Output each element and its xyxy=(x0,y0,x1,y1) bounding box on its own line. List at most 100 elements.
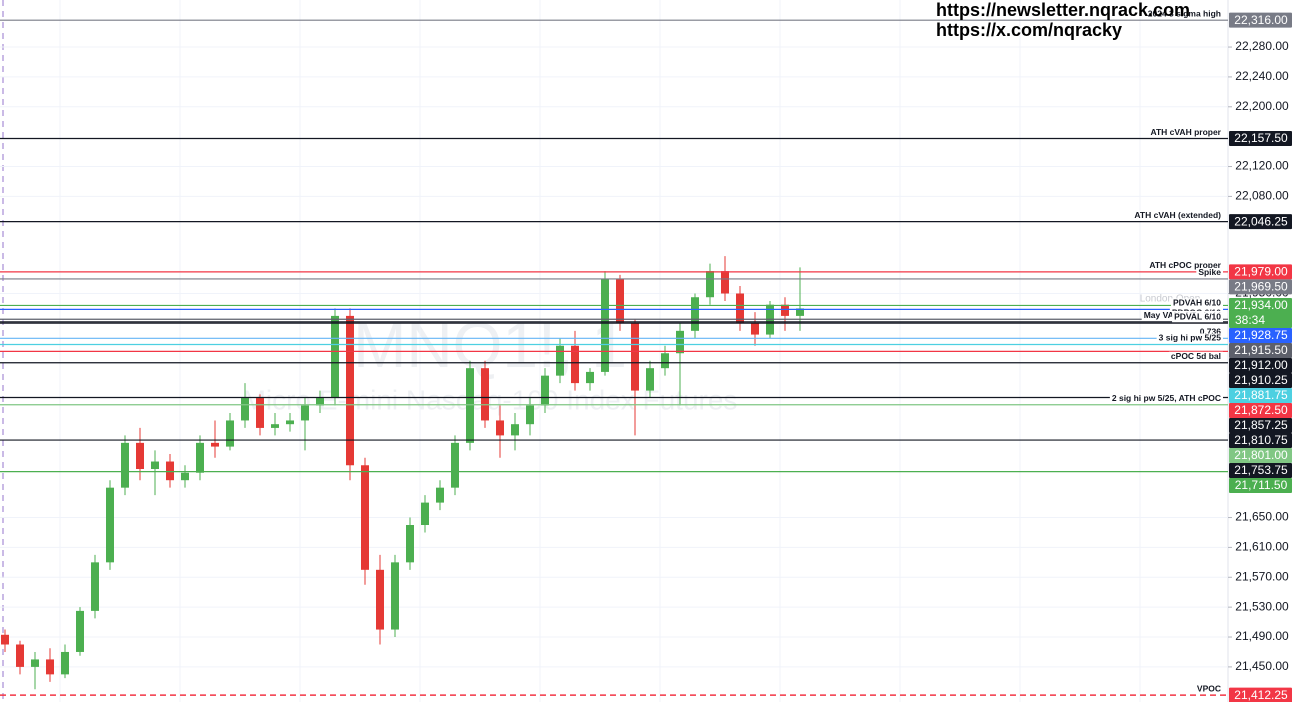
price-badge xyxy=(1229,477,1292,493)
candle-body xyxy=(121,442,129,488)
price-badge xyxy=(1229,327,1292,343)
level-name-bg xyxy=(1197,327,1223,338)
price-badge-label: 21,979.00 xyxy=(1234,265,1288,279)
candle-body xyxy=(166,461,174,481)
candle-body xyxy=(526,405,534,425)
candle-body xyxy=(676,330,684,354)
price-badge xyxy=(1229,131,1292,147)
price-badge-label: 21,910.25 xyxy=(1234,373,1288,387)
level-name-bg xyxy=(1156,333,1223,344)
y-tick-label: 22,280.00 xyxy=(1235,39,1289,53)
candle-body xyxy=(106,487,114,563)
candle-body xyxy=(691,297,699,331)
candle-body xyxy=(736,293,744,324)
price-badge xyxy=(1229,357,1292,373)
price-badge-label: 21,872.50 xyxy=(1234,403,1288,417)
candle-body xyxy=(286,420,294,425)
price-badge-label: 21,928.75 xyxy=(1234,328,1288,342)
price-badge xyxy=(1229,432,1292,448)
candle-body xyxy=(301,405,309,421)
level-name: Spike xyxy=(1198,267,1221,277)
level-name: ATH cVAH proper xyxy=(1150,127,1221,137)
y-tick-label: 22,120.00 xyxy=(1235,159,1289,173)
level-name: 2 sig hi pw 5/25, ATH cPOC xyxy=(1112,393,1221,403)
level-name: 0.736 xyxy=(1200,327,1222,337)
level-name-bg xyxy=(1170,298,1223,309)
price-badge-label: 22,316.00 xyxy=(1234,13,1288,27)
price-badge xyxy=(1229,342,1292,358)
candle-body xyxy=(346,315,354,466)
candle-body xyxy=(271,424,279,428)
level-name-bg xyxy=(1148,127,1223,138)
price-badge xyxy=(1229,687,1292,702)
candle-body xyxy=(1,634,9,645)
candle-body xyxy=(226,420,234,447)
y-tick-label: 21,570.00 xyxy=(1235,569,1289,583)
y-tick-label: 21,530.00 xyxy=(1235,599,1289,613)
countdown: 38:34 xyxy=(1235,313,1265,327)
price-badge xyxy=(1229,372,1292,388)
candle-body xyxy=(616,278,624,324)
session-label: London Open xyxy=(1140,294,1201,305)
level-name: PDVAL 6/10 xyxy=(1174,311,1221,321)
candle-body xyxy=(571,345,579,384)
y-tick-label: 22,240.00 xyxy=(1235,69,1289,83)
candle-body xyxy=(241,398,249,421)
candle-body xyxy=(391,562,399,630)
candle-body xyxy=(211,442,219,447)
candle-body xyxy=(91,562,99,611)
candle-body xyxy=(181,472,189,481)
level-name: VPOC xyxy=(1197,683,1221,693)
candle-body xyxy=(481,368,489,421)
y-tick-label: 22,080.00 xyxy=(1235,189,1289,203)
link[interactable]: https://x.com/nqracky xyxy=(936,20,1122,40)
candle-body xyxy=(511,424,519,436)
price-badge xyxy=(1229,447,1292,463)
level-name: ATH cVAH (extended) xyxy=(1134,210,1221,220)
candle-body xyxy=(436,487,444,503)
price-badge-label: 21,801.00 xyxy=(1234,448,1288,462)
level-name-bg xyxy=(1194,684,1223,695)
candle-body xyxy=(61,651,69,675)
price-badge-label: 22,046.25 xyxy=(1234,214,1288,228)
candle-body xyxy=(466,368,474,443)
candle-body xyxy=(751,323,759,335)
level-name: PDVAH 6/10 xyxy=(1173,298,1221,308)
candle-body xyxy=(661,353,669,369)
price-badge-label: 21,934.00 xyxy=(1234,298,1288,312)
price-badge-label: 21,412.25 xyxy=(1234,688,1288,702)
candle-body xyxy=(16,644,24,667)
price-badge xyxy=(1229,387,1292,403)
price-badge xyxy=(1229,402,1292,418)
link[interactable]: https://newsletter.nqrack.com xyxy=(936,0,1190,20)
candle-body xyxy=(361,465,369,570)
price-badge xyxy=(1229,279,1292,295)
price-badge xyxy=(1229,297,1292,328)
candle-body xyxy=(541,375,549,406)
candle-body xyxy=(796,308,804,316)
price-badge-label: 21,810.75 xyxy=(1234,433,1288,447)
price-badge-label: 21,912.00 xyxy=(1234,358,1288,372)
y-tick-label: 21,490.00 xyxy=(1235,629,1289,643)
candle-body xyxy=(556,345,564,376)
level-name: ATH cPOC proper xyxy=(1149,260,1221,270)
level-name-bg xyxy=(1132,210,1223,221)
candle-body xyxy=(256,398,264,428)
candle-body xyxy=(196,442,204,473)
price-badge xyxy=(1229,462,1292,478)
price-badge-label: 21,711.50 xyxy=(1235,478,1288,492)
y-tick-label: 22,200.00 xyxy=(1235,99,1289,113)
price-badge-label: 21,753.75 xyxy=(1234,463,1288,477)
y-tick-label: 21,450.00 xyxy=(1235,659,1289,673)
candle-body xyxy=(31,659,39,667)
candle-body xyxy=(376,569,384,630)
candle-body xyxy=(136,442,144,469)
price-badge xyxy=(1229,264,1292,280)
candle-body xyxy=(421,502,429,526)
price-badge-label: 21,969.50 xyxy=(1234,280,1288,294)
candle-body xyxy=(406,525,414,563)
candle-body xyxy=(781,304,789,316)
candle-body xyxy=(46,659,54,675)
level-name-bg xyxy=(1168,351,1223,362)
